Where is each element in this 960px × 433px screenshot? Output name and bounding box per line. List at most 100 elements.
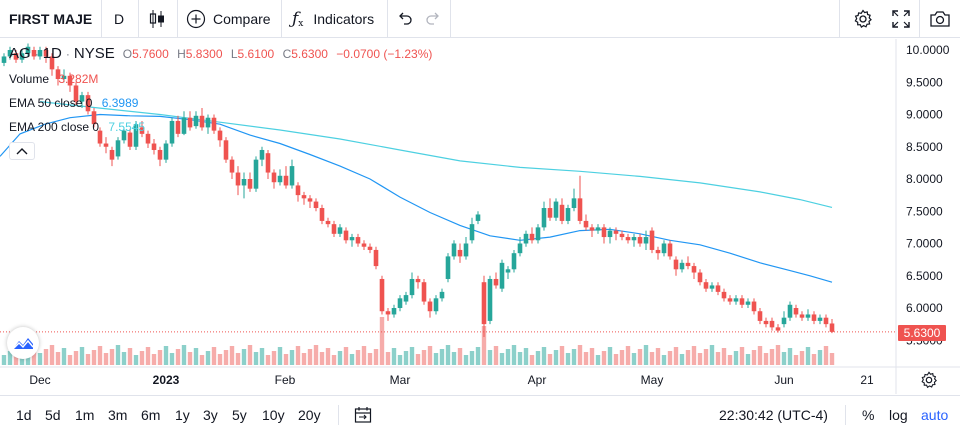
volume-bar [301,353,307,365]
toolbar-divider [919,0,920,38]
volume-bar [289,350,295,365]
legend-exchange: NYSE [73,45,115,62]
volume-bar [517,352,523,365]
candle-body [523,233,529,244]
undo-icon[interactable] [396,0,414,38]
interval-button[interactable]: D [114,11,125,27]
date-range-calendar-icon[interactable] [354,396,372,433]
candle-body [565,208,571,221]
symbol-search-button[interactable]: FIRST MAJE [9,11,93,27]
volume-bar [745,354,751,365]
price-tick-label: 7.5000 [906,204,943,218]
tradingview-logo-icon[interactable] [7,327,39,359]
candle-body [115,140,121,157]
candle-body [67,75,73,86]
range-5d-button[interactable]: 5d [45,407,61,423]
candle-body [241,179,247,186]
volume-bar [541,347,547,365]
axis-settings-gear-icon[interactable] [920,371,938,389]
toolbar-divider [177,0,178,38]
candle-body [313,201,319,209]
candle-body [703,282,709,289]
settings-gear-icon[interactable] [852,0,874,38]
candle-body [817,317,823,321]
legend-ema50[interactable]: EMA 50 close 0 6.3989 [9,96,138,110]
candle-body [307,198,313,202]
volume-bar [271,351,277,365]
chart-area[interactable]: 10.0000 9.5000 9.0000 8.5000 8.0000 7.5000 7.0… [0,39,960,394]
log-scale-toggle[interactable]: log [889,407,908,423]
legend-volume[interactable]: Volume 3.282M [9,72,98,86]
range-1y-button[interactable]: 1y [175,407,190,423]
close-label: C [282,47,292,61]
candle-body [601,227,607,238]
candle-body [199,115,205,128]
compare-button[interactable]: Compare [186,0,271,38]
volume-bar [613,354,619,365]
candle-body [211,117,217,131]
fullscreen-icon[interactable] [891,0,911,38]
range-3m-button[interactable]: 3m [108,407,128,423]
volume-bar [283,354,289,365]
candle-body [433,298,439,312]
candle-body [121,130,127,141]
time-tick-label: Dec [29,373,50,387]
percent-scale-toggle[interactable]: % [862,407,875,423]
volume-bar [643,345,649,365]
volume-bar [1,355,7,365]
volume-bar [229,346,235,365]
volume-bar [109,349,115,365]
volume-bar [529,355,535,365]
volume-bar [757,346,763,365]
legend-collapse-button[interactable] [9,142,35,160]
candle-body [361,243,367,247]
volume-bar [415,354,421,365]
close-value: 5.6300 [291,47,328,61]
range-6m-button[interactable]: 6m [141,407,161,423]
candle-body [823,317,829,325]
volume-bar [151,354,157,365]
volume-bar [511,345,517,365]
toolbar-divider [101,0,102,38]
volume-bar [445,345,451,365]
range-20y-button[interactable]: 20y [298,407,321,423]
ema50-label: EMA 50 close 0 [9,96,93,110]
volume-bar [523,348,529,365]
range-10y-button[interactable]: 10y [262,407,285,423]
auto-scale-toggle[interactable]: auto [921,407,949,423]
candle-body [469,224,475,241]
candle-body [331,224,337,234]
candle-body [535,227,541,241]
volume-bar [709,345,715,365]
redo-icon[interactable] [424,0,442,38]
candle-body [697,272,703,283]
candle-body [679,262,685,270]
volume-bar [487,350,493,365]
candle-body [577,198,583,221]
candle-body [265,153,271,173]
candlestick-chart-type-icon[interactable] [146,0,168,38]
camera-snapshot-icon[interactable] [929,0,951,38]
range-3y-button[interactable]: 3y [203,407,218,423]
candle-body [673,259,679,270]
range-1d-button[interactable]: 1d [16,407,32,423]
candle-body [349,237,355,241]
volume-bar [547,354,553,365]
volume-bar [721,348,727,365]
legend-ema200[interactable]: EMA 200 close 0 7.5545 [9,120,145,134]
candle-body [463,243,469,257]
candle-body [187,117,193,128]
ema50-line [0,113,833,283]
candle-body [403,295,409,302]
clock-time[interactable]: 22:30:42 (UTC-4) [719,407,828,423]
volume-bar [751,350,757,365]
range-1m-button[interactable]: 1m [75,407,95,423]
range-5y-button[interactable]: 5y [232,407,247,423]
candle-body [799,314,805,318]
candle-body [439,291,445,299]
volume-bar [649,352,655,365]
price-chart[interactable]: 10.0000 9.5000 9.0000 8.5000 8.0000 7.5000 7.0… [0,39,960,394]
volume-bar [55,352,61,365]
bottom-toolbar: 1d 5d 1m 3m 6m 1y 3y 5y 10y 20y 22:30:42… [0,395,960,433]
